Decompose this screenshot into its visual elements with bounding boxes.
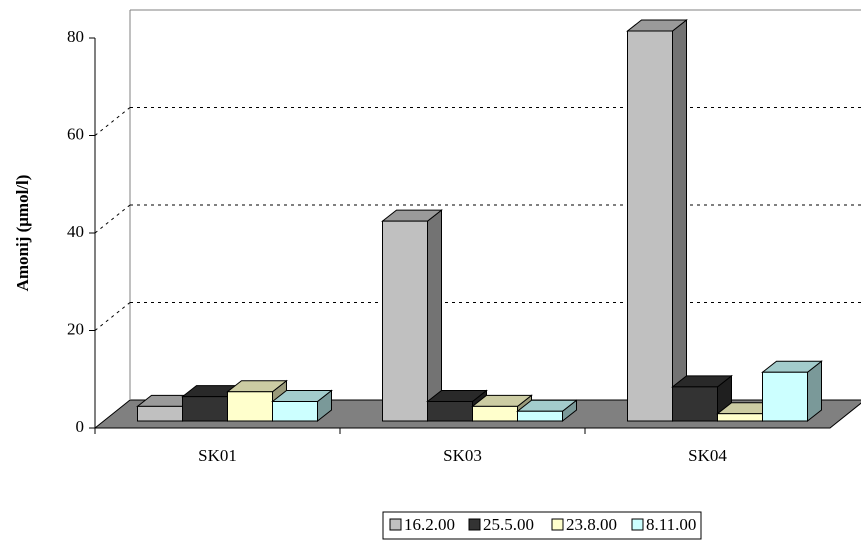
y-tick-label: 40 (67, 222, 84, 241)
bar (761, 360, 823, 423)
grid-line-diagonal (94, 107, 131, 136)
bar (271, 389, 333, 423)
legend-swatch (551, 518, 564, 531)
x-tick-label: SK03 (443, 446, 482, 465)
bar-front (472, 405, 518, 422)
y-tick-label: 0 (76, 417, 85, 436)
bar-front (672, 386, 718, 422)
legend-swatch (631, 518, 644, 531)
bar-front (182, 396, 228, 422)
bar (516, 399, 578, 423)
bar (426, 389, 488, 423)
y-tick-label: 60 (67, 124, 84, 143)
legend (382, 511, 702, 540)
grid-line-diagonal (94, 302, 131, 331)
y-axis-title: Amonij (μmol/l) (13, 175, 32, 292)
legend-label: 16.2.00 (404, 515, 455, 534)
legend-label: 23.8.00 (566, 515, 617, 534)
bar-front (517, 410, 563, 422)
bar-front (137, 405, 183, 422)
legend-label: 25.5.00 (483, 515, 534, 534)
bar-front (627, 30, 673, 422)
x-tick-label: SK04 (688, 446, 727, 465)
legend-swatch (389, 518, 402, 531)
legend-swatch (468, 518, 481, 531)
x-tick-label: SK01 (198, 446, 237, 465)
bar-front (272, 401, 318, 422)
y-tick-label: 20 (67, 319, 84, 338)
bar-side (427, 209, 442, 423)
bar-side (672, 18, 687, 423)
bar-front (227, 391, 273, 422)
bar-front (382, 220, 428, 422)
legend-label: 8.11.00 (646, 515, 696, 534)
bar (626, 18, 688, 423)
bar (381, 209, 443, 423)
bar-front (762, 371, 808, 422)
y-tick-label: 80 (67, 27, 84, 46)
grid-line-diagonal (94, 204, 131, 234)
bar-front (427, 401, 473, 422)
bar (671, 374, 733, 423)
bar-front (717, 413, 763, 422)
